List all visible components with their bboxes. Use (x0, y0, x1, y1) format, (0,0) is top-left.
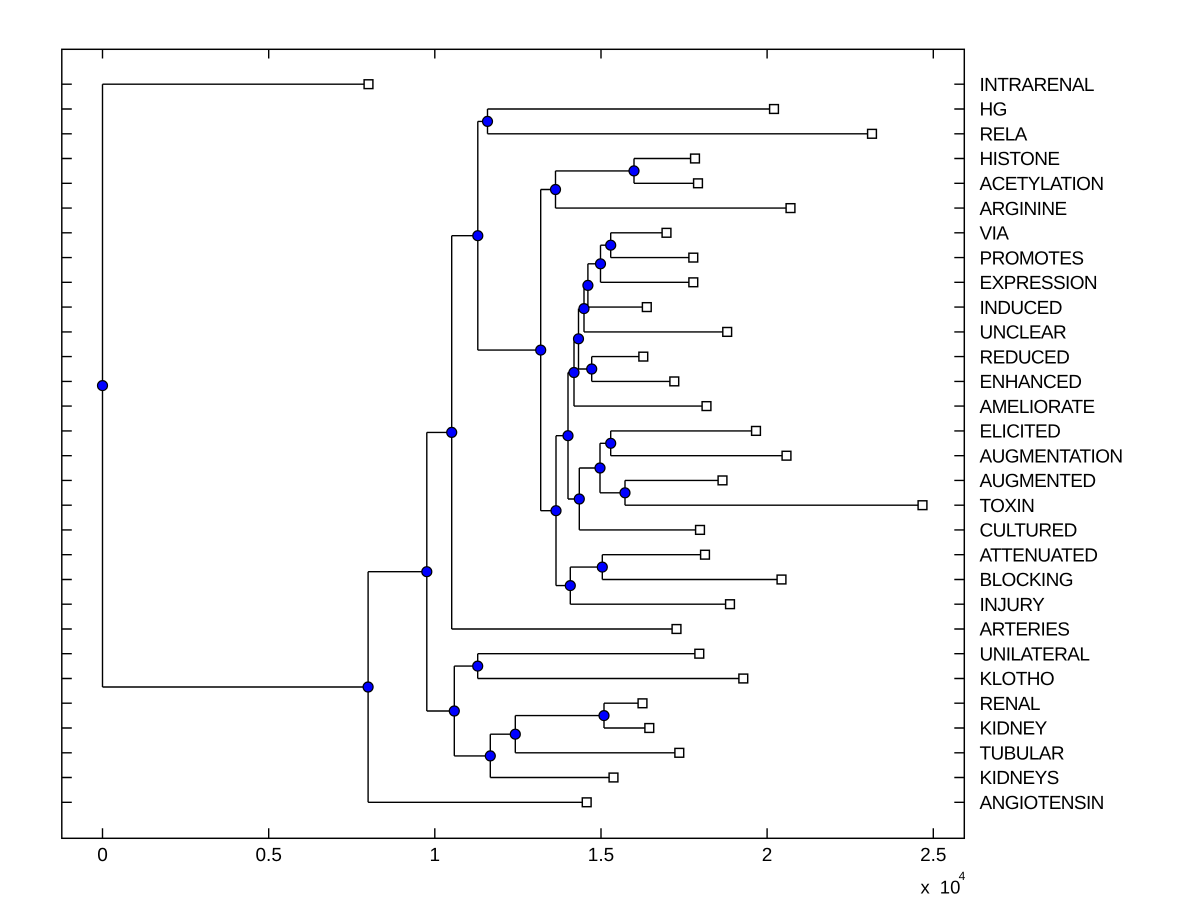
svg-text:CULTURED: CULTURED (980, 521, 1077, 542)
svg-text:TUBULAR: TUBULAR (980, 744, 1064, 765)
svg-text:PROMOTES: PROMOTES (980, 248, 1084, 269)
svg-text:0: 0 (97, 845, 108, 866)
svg-text:2: 2 (762, 845, 773, 866)
svg-text:HG: HG (980, 100, 1007, 121)
svg-text:HISTONE: HISTONE (980, 149, 1060, 170)
svg-text:INDUCED: INDUCED (980, 298, 1062, 319)
svg-text:TOXIN: TOXIN (980, 496, 1035, 517)
svg-text:ENHANCED: ENHANCED (980, 372, 1082, 393)
svg-text:EXPRESSION: EXPRESSION (980, 273, 1098, 294)
svg-text:REDUCED: REDUCED (980, 347, 1070, 368)
svg-text:10: 10 (940, 876, 961, 897)
svg-text:x: x (921, 876, 931, 897)
svg-text:RELA: RELA (980, 125, 1028, 146)
svg-text:UNCLEAR: UNCLEAR (980, 323, 1067, 344)
svg-text:INJURY: INJURY (980, 595, 1046, 616)
svg-text:INTRARENAL: INTRARENAL (980, 75, 1094, 96)
svg-text:ANGIOTENSIN: ANGIOTENSIN (980, 793, 1104, 814)
svg-text:1: 1 (430, 845, 441, 866)
svg-text:AUGMENTED: AUGMENTED (980, 471, 1096, 492)
svg-text:ATTENUATED: ATTENUATED (980, 545, 1098, 566)
svg-text:ARGININE: ARGININE (980, 199, 1067, 220)
svg-text:KIDNEYS: KIDNEYS (980, 768, 1059, 789)
svg-text:AMELIORATE: AMELIORATE (980, 397, 1095, 418)
svg-text:RENAL: RENAL (980, 694, 1040, 715)
svg-text:AUGMENTATION: AUGMENTATION (980, 446, 1123, 467)
svg-text:2.5: 2.5 (920, 845, 946, 866)
svg-text:ELICITED: ELICITED (980, 422, 1061, 443)
svg-text:0.5: 0.5 (255, 845, 281, 866)
svg-text:KLOTHO: KLOTHO (980, 669, 1055, 690)
svg-text:UNILATERAL: UNILATERAL (980, 644, 1090, 665)
svg-text:VIA: VIA (980, 224, 1010, 245)
svg-text:ACETYLATION: ACETYLATION (980, 174, 1104, 195)
svg-text:1.5: 1.5 (588, 845, 614, 866)
svg-text:KIDNEY: KIDNEY (980, 719, 1048, 740)
svg-text:BLOCKING: BLOCKING (980, 570, 1073, 591)
svg-text:ARTERIES: ARTERIES (980, 620, 1070, 641)
svg-text:4: 4 (959, 869, 966, 883)
